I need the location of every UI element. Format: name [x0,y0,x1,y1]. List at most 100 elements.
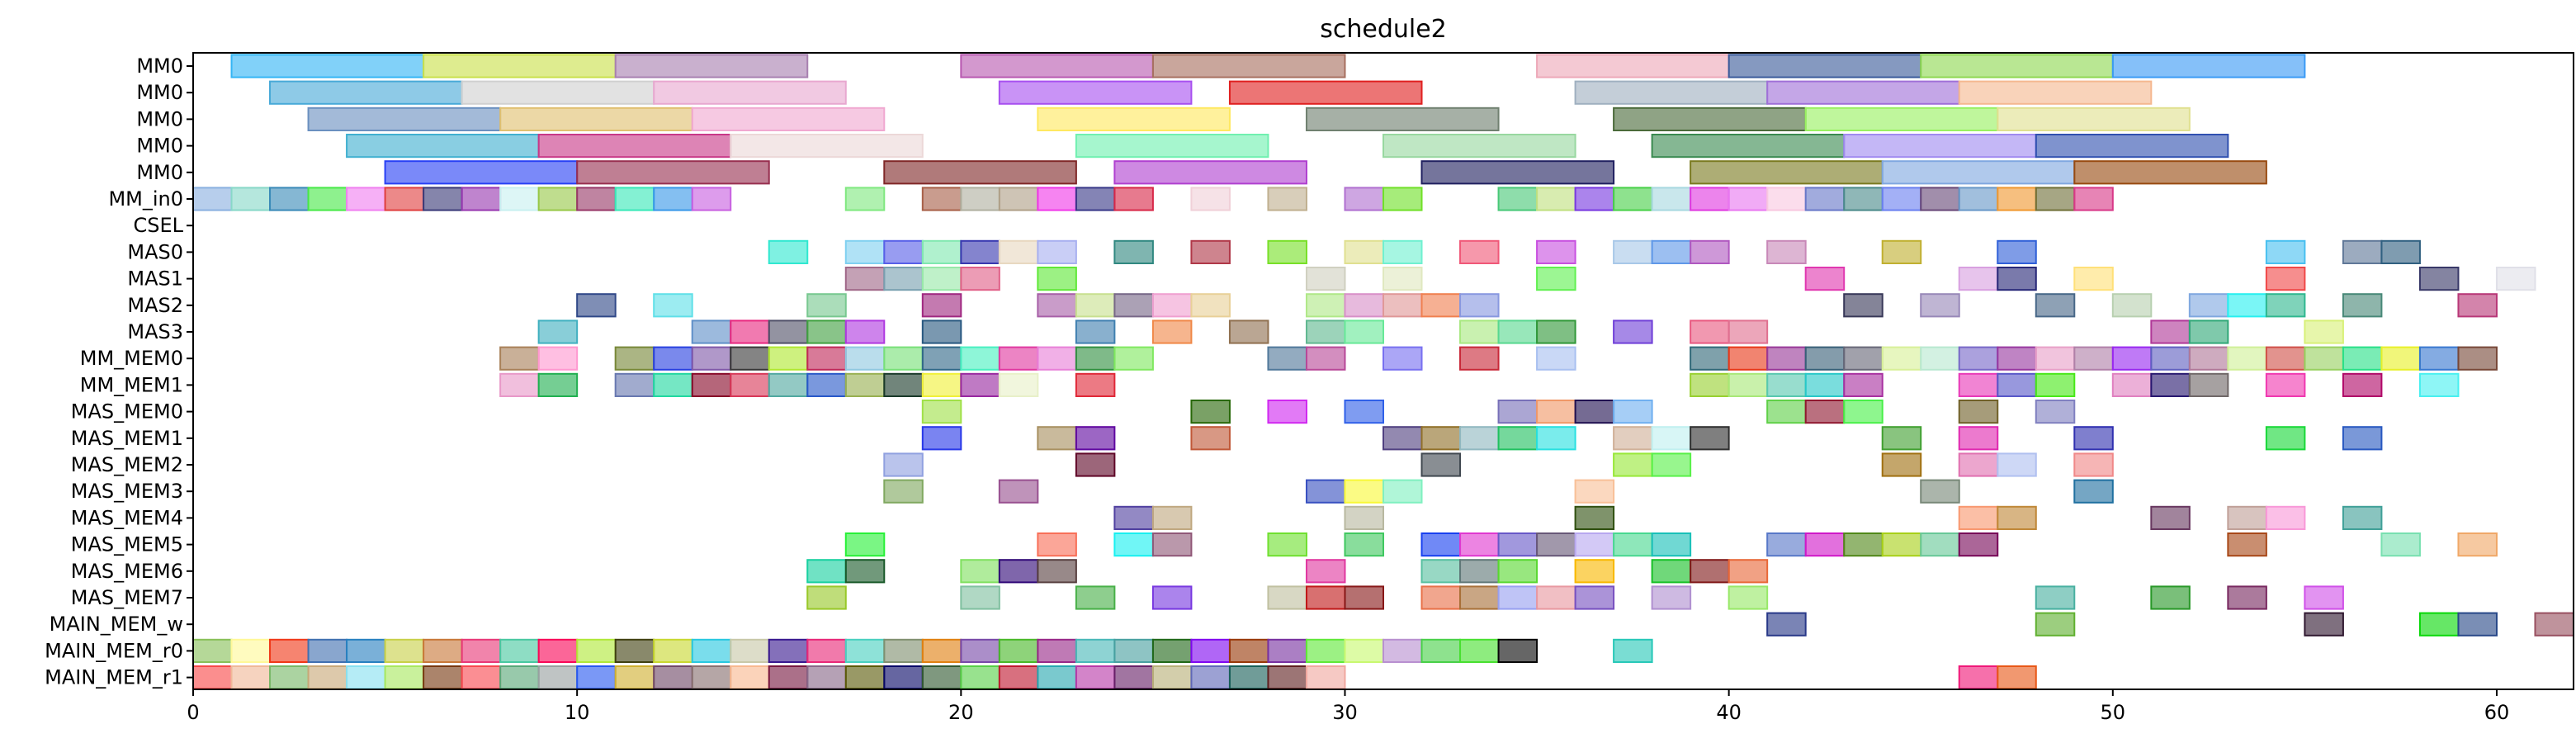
schedule-bar [1958,267,1999,291]
x-tick-label: 10 [565,701,590,724]
schedule-bar [537,638,579,663]
y-tick-label: MAS_MEM1 [71,427,183,450]
schedule-bar [1383,638,1423,663]
schedule-bar [1613,452,1653,477]
schedule-bar [1344,638,1385,663]
schedule-bar [1075,638,1116,663]
schedule-bar [192,638,233,663]
schedule-bar [269,638,310,663]
schedule-bar [2035,293,2076,318]
schedule-bar [1997,505,2037,530]
schedule-bar [346,134,540,159]
schedule-bar [1881,452,1922,477]
schedule-bar [806,665,847,690]
schedule-bar [1690,559,1730,584]
schedule-bar [998,187,1039,211]
schedule-bar [1344,532,1385,557]
schedule-bar [1613,638,1653,663]
schedule-bar [1113,532,1154,557]
schedule-bar [1151,532,1193,557]
schedule-bar [499,346,540,371]
schedule-bar [1804,106,1999,132]
x-tick-label: 0 [187,701,199,724]
schedule-bar [768,319,809,344]
schedule-bar [960,372,1000,397]
schedule-bar [1420,559,1462,584]
schedule-bar [806,319,847,344]
schedule-bar [1536,319,1576,344]
schedule-bar [1651,585,1692,610]
schedule-bar [2188,372,2229,397]
schedule-bar [2342,293,2383,318]
y-tick-label: MAS_MEM7 [71,586,183,609]
schedule-bar [730,638,770,663]
schedule-bar [1766,400,1807,424]
schedule-bar [1037,293,1077,318]
schedule-bar [1383,426,1423,451]
schedule-bar [921,426,962,451]
schedule-bar [1997,106,2191,132]
schedule-bar [2342,505,2383,530]
schedule-bar [921,267,962,291]
y-tick-label: MAS0 [127,240,183,263]
schedule-bar [960,559,1000,584]
schedule-bar [1920,293,1960,318]
schedule-bar [1574,532,1615,557]
schedule-bar [1305,638,1346,663]
schedule-bar [2150,505,2191,530]
schedule-bar [1497,319,1539,344]
schedule-bar [1151,293,1193,318]
schedule-bar [653,346,693,371]
schedule-bar [1305,665,1346,690]
schedule-bar [2227,532,2267,557]
schedule-bar [1881,239,1922,264]
schedule-bar [423,665,463,690]
schedule-bar [1383,239,1423,264]
schedule-bar [1536,400,1576,424]
schedule-bar [1497,559,1539,584]
schedule-bar [1881,160,2076,185]
schedule-bar [960,54,1154,78]
schedule-bar [2457,532,2498,557]
y-tick-label: MAIN_MEM_r1 [45,666,183,689]
y-tick-label: CSEL [133,214,183,237]
y-tick-label: MAIN_MEM_w [50,613,183,636]
schedule-bar [1997,267,2037,291]
schedule-bar [883,638,924,663]
schedule-bar [537,134,732,159]
schedule-bar [1305,319,1346,344]
y-tick-label: MAS_MEM0 [71,400,183,424]
y-tick-label: MM0 [136,135,183,158]
schedule-bar [1267,532,1307,557]
schedule-bar [2111,372,2153,397]
schedule-bar [1804,532,1846,557]
schedule-bar [537,319,579,344]
schedule-bar [2304,585,2344,610]
schedule-bar [844,267,886,291]
schedule-bar [1037,267,1077,291]
schedule-bar [2304,612,2344,637]
schedule-bar [1420,426,1462,451]
schedule-bar [1536,54,1730,78]
schedule-bar [1804,187,1846,211]
schedule-bar [921,319,962,344]
schedule-bar [1728,559,1769,584]
schedule-bar [691,187,732,211]
schedule-bar [1267,187,1307,211]
schedule-bar [883,239,924,264]
schedule-bar [1766,187,1807,211]
schedule-bar [1075,293,1116,318]
schedule-bar [998,372,1039,397]
schedule-bar [1843,187,1884,211]
schedule-bar [1497,585,1539,610]
schedule-bar [2265,267,2306,291]
schedule-bar [1728,372,1769,397]
schedule-bar [499,638,540,663]
schedule-bar [576,187,617,211]
schedule-bar [1651,239,1692,264]
schedule-bar [1037,187,1077,211]
y-tick-label: MM0 [136,54,183,78]
schedule-bar [1690,239,1730,264]
schedule-bar [346,638,386,663]
schedule-bar [1344,187,1385,211]
